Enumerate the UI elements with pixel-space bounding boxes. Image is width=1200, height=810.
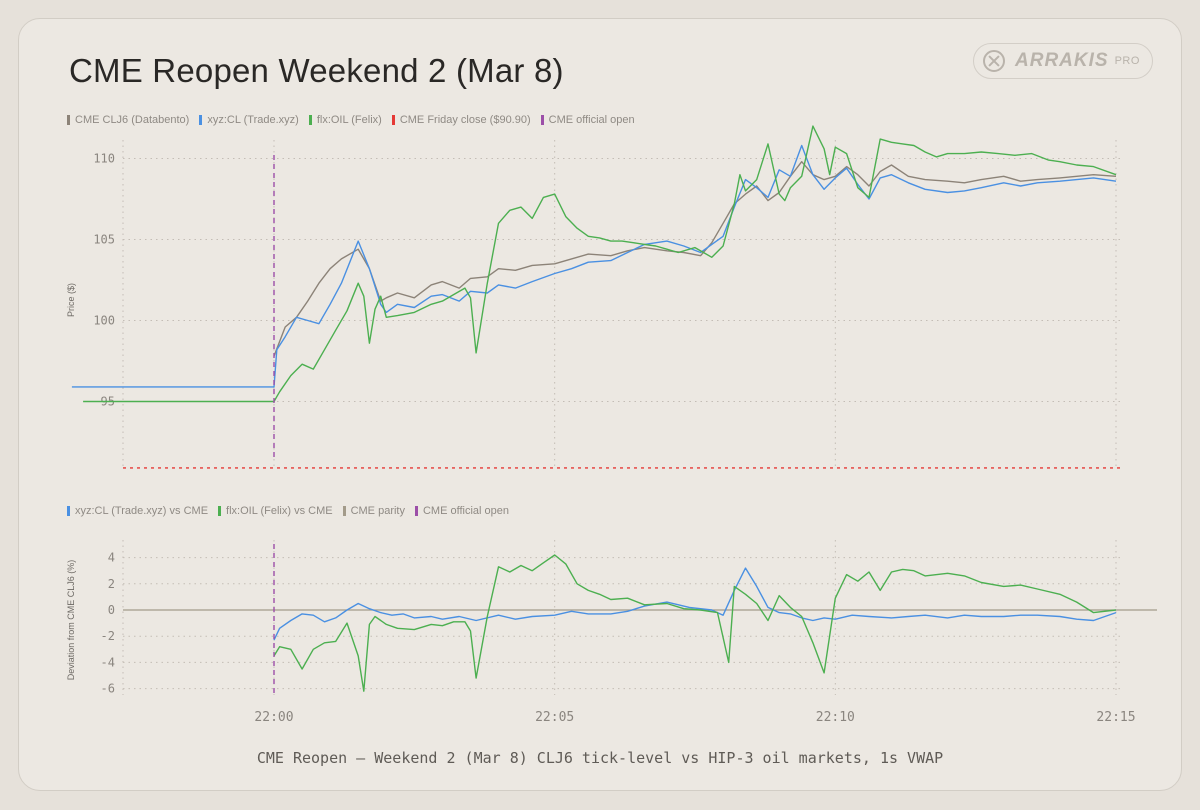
price-legend-label: xyz:CL (Trade.xyz) (207, 114, 299, 126)
deviation-legend-item: flx:OIL (Felix) vs CME (218, 505, 333, 517)
deviation-legend-item: CME parity (342, 505, 405, 517)
deviation-legend-swatch (342, 506, 346, 516)
deviation-chart-legend: xyz:CL (Trade.xyz) vs CME flx:OIL (Felix)… (67, 505, 509, 517)
deviation-y-tick-label: -2 (101, 629, 115, 643)
price-legend-item: xyz:CL (Trade.xyz) (199, 114, 299, 126)
price-series-felix (83, 125, 1117, 403)
deviation-y-tick-label: 2 (108, 577, 115, 591)
deviation-legend-item: CME official open (414, 505, 509, 517)
price-legend-item: CME Friday close ($90.90) (391, 114, 531, 126)
price-chart-legend: CME CLJ6 (Databento) xyz:CL (Trade.xyz) fl… (67, 114, 635, 126)
price-y-tick-label: 105 (93, 233, 115, 247)
deviation-plot: -6 -4 -2 0 2 4 Deviation from CME CLJ6 (%) (66, 540, 1157, 696)
deviation-y-tick-label: -4 (101, 655, 115, 669)
deviation-legend-label: xyz:CL (Trade.xyz) vs CME (75, 505, 209, 517)
deviation-y-tick-label: 0 (108, 603, 115, 617)
logo-wordmark: ARRAKIS (1015, 50, 1109, 71)
deviation-legend-swatch (218, 506, 222, 516)
price-legend-item: CME CLJ6 (Databento) (67, 114, 189, 126)
price-y-tick-label: 110 (93, 152, 115, 166)
x-tick-label: 22:05 (535, 710, 574, 725)
deviation-legend-label: CME official open (422, 505, 509, 517)
x-tick-label: 22:15 (1096, 710, 1135, 725)
deviation-legend-item: xyz:CL (Trade.xyz) vs CME (67, 505, 208, 517)
logo-pro-badge: PRO (1114, 55, 1140, 67)
price-legend-swatch (199, 115, 203, 125)
deviation-y-tick-label: -6 (101, 682, 115, 696)
price-legend-label: CME Friday close ($90.90) (399, 114, 531, 126)
price-legend-swatch (67, 115, 70, 125)
brand-logo: ARRAKIS PRO (973, 43, 1153, 79)
price-series-xyz (71, 144, 1117, 388)
deviation-series-felix (273, 554, 1117, 692)
arrakis-logo-icon (983, 50, 1005, 72)
price-y-tick-label: 100 (93, 314, 115, 328)
deviation-legend-swatch (414, 506, 418, 516)
price-legend-label: flx:OIL (Felix) (316, 114, 382, 126)
chart-caption: CME Reopen — Weekend 2 (Mar 8) CLJ6 tick… (256, 749, 944, 767)
price-y-axis-label: Price ($) (66, 283, 76, 317)
price-legend-item: CME official open (540, 114, 635, 126)
deviation-series-xyz (273, 567, 1117, 641)
deviation-legend-label: CME parity (350, 505, 405, 517)
price-series-cme (273, 160, 1117, 357)
price-legend-swatch (391, 115, 395, 125)
page-title: CME Reopen Weekend 2 (Mar 8) (69, 52, 564, 89)
x-tick-label: 22:00 (254, 710, 293, 725)
deviation-y-tick-label: 4 (108, 551, 115, 565)
x-tick-label: 22:10 (816, 710, 855, 725)
price-legend-label: CME official open (548, 114, 635, 126)
price-legend-label: CME CLJ6 (Databento) (75, 114, 190, 126)
deviation-y-axis-label: Deviation from CME CLJ6 (%) (66, 560, 76, 681)
deviation-legend-label: flx:OIL (Felix) vs CME (226, 505, 333, 517)
price-legend-swatch (308, 115, 312, 125)
deviation-legend-swatch (67, 506, 70, 516)
price-legend-swatch (540, 115, 544, 125)
price-legend-item: flx:OIL (Felix) (308, 114, 382, 126)
